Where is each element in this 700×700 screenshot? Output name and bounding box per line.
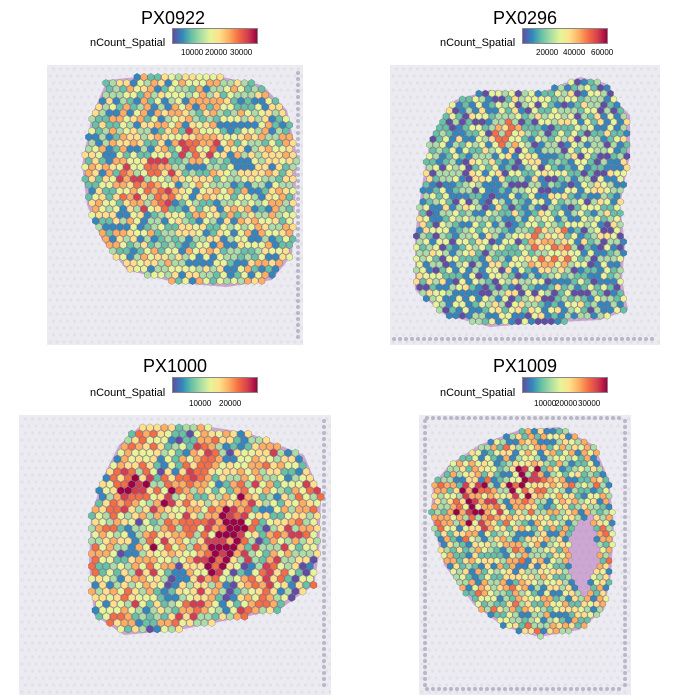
tissue-image	[19, 415, 331, 695]
capture-border-spots	[392, 337, 654, 341]
colorbar-tick: 10000	[534, 399, 557, 408]
expression-spots	[428, 427, 616, 640]
colorbar-tick: 40000	[563, 48, 586, 57]
colorbar-tick: 20000	[536, 48, 559, 57]
legend-label: nCount_Spatial	[440, 387, 516, 399]
legend-label: nCount_Spatial	[90, 37, 166, 49]
expression-spots	[413, 78, 631, 326]
colorbar-tick: 10000	[189, 399, 212, 408]
capture-border-spots	[423, 416, 627, 691]
colorbar	[522, 28, 608, 44]
legend-label: nCount_Spatial	[440, 37, 516, 49]
spot-map	[420, 416, 631, 694]
spot-map	[48, 67, 303, 344]
colorbar-tick: 30000	[578, 399, 601, 408]
panel-px1000: PX1000 nCount_Spatial 10000 20000	[0, 350, 350, 700]
legend-label: nCount_Spatial	[90, 387, 166, 399]
spot-map	[20, 417, 331, 694]
colorbar-tick: 20000	[205, 48, 228, 57]
panel-title: PX0296	[493, 8, 558, 28]
colorbar	[172, 377, 258, 393]
spot-map	[391, 67, 660, 344]
panel-px0296: PX0296 nCount_Spatial 20000 40000 60000	[350, 0, 700, 350]
capture-border-spots	[296, 71, 300, 339]
colorbar	[172, 28, 258, 44]
panel-px0922: PX0922 nCount_Spatial 10000 20000 30000	[0, 0, 350, 350]
tissue-image	[419, 415, 631, 695]
colorbar	[522, 377, 608, 393]
colorbar-tick: 20000	[219, 399, 242, 408]
panel-px1009: PX1009 nCount_Spatial 10000 20000 30000	[350, 350, 700, 700]
panel-title: PX0922	[141, 8, 206, 28]
colorbar-tick: 20000	[555, 399, 578, 408]
colorbar-tick: 10000	[181, 48, 204, 57]
tissue-image	[47, 65, 303, 345]
colorbar-tick: 30000	[230, 48, 253, 57]
expression-spots	[81, 73, 300, 285]
expression-spots	[88, 423, 325, 634]
panel-title: PX1000	[143, 356, 208, 376]
colorbar-tick: 60000	[591, 48, 614, 57]
tissue-image	[390, 65, 660, 345]
capture-border-spots	[322, 419, 326, 687]
panel-title: PX1009	[493, 356, 558, 376]
